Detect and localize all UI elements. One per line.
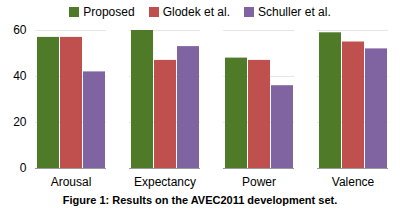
html-text:Proposed: Proposed [83, 5, 135, 19]
svg-text:20: 20 [13, 115, 27, 129]
html-text:Schuller et al.: Schuller et al. [258, 5, 331, 19]
html-text:Figure 1: Results on the AVEC2: Figure 1: Results on the AVEC2011 develo… [62, 194, 338, 206]
svg-text:Valence: Valence [332, 175, 375, 189]
svg-text:0: 0 [20, 161, 27, 175]
svg-text:Expectancy: Expectancy [134, 175, 196, 189]
svg-text:Arousal: Arousal [51, 175, 92, 189]
svg-text:Power: Power [242, 175, 276, 189]
html-text:Glodek et al.: Glodek et al. [162, 5, 230, 19]
svg-text:60: 60 [13, 23, 27, 37]
svg-text:40: 40 [13, 69, 27, 83]
